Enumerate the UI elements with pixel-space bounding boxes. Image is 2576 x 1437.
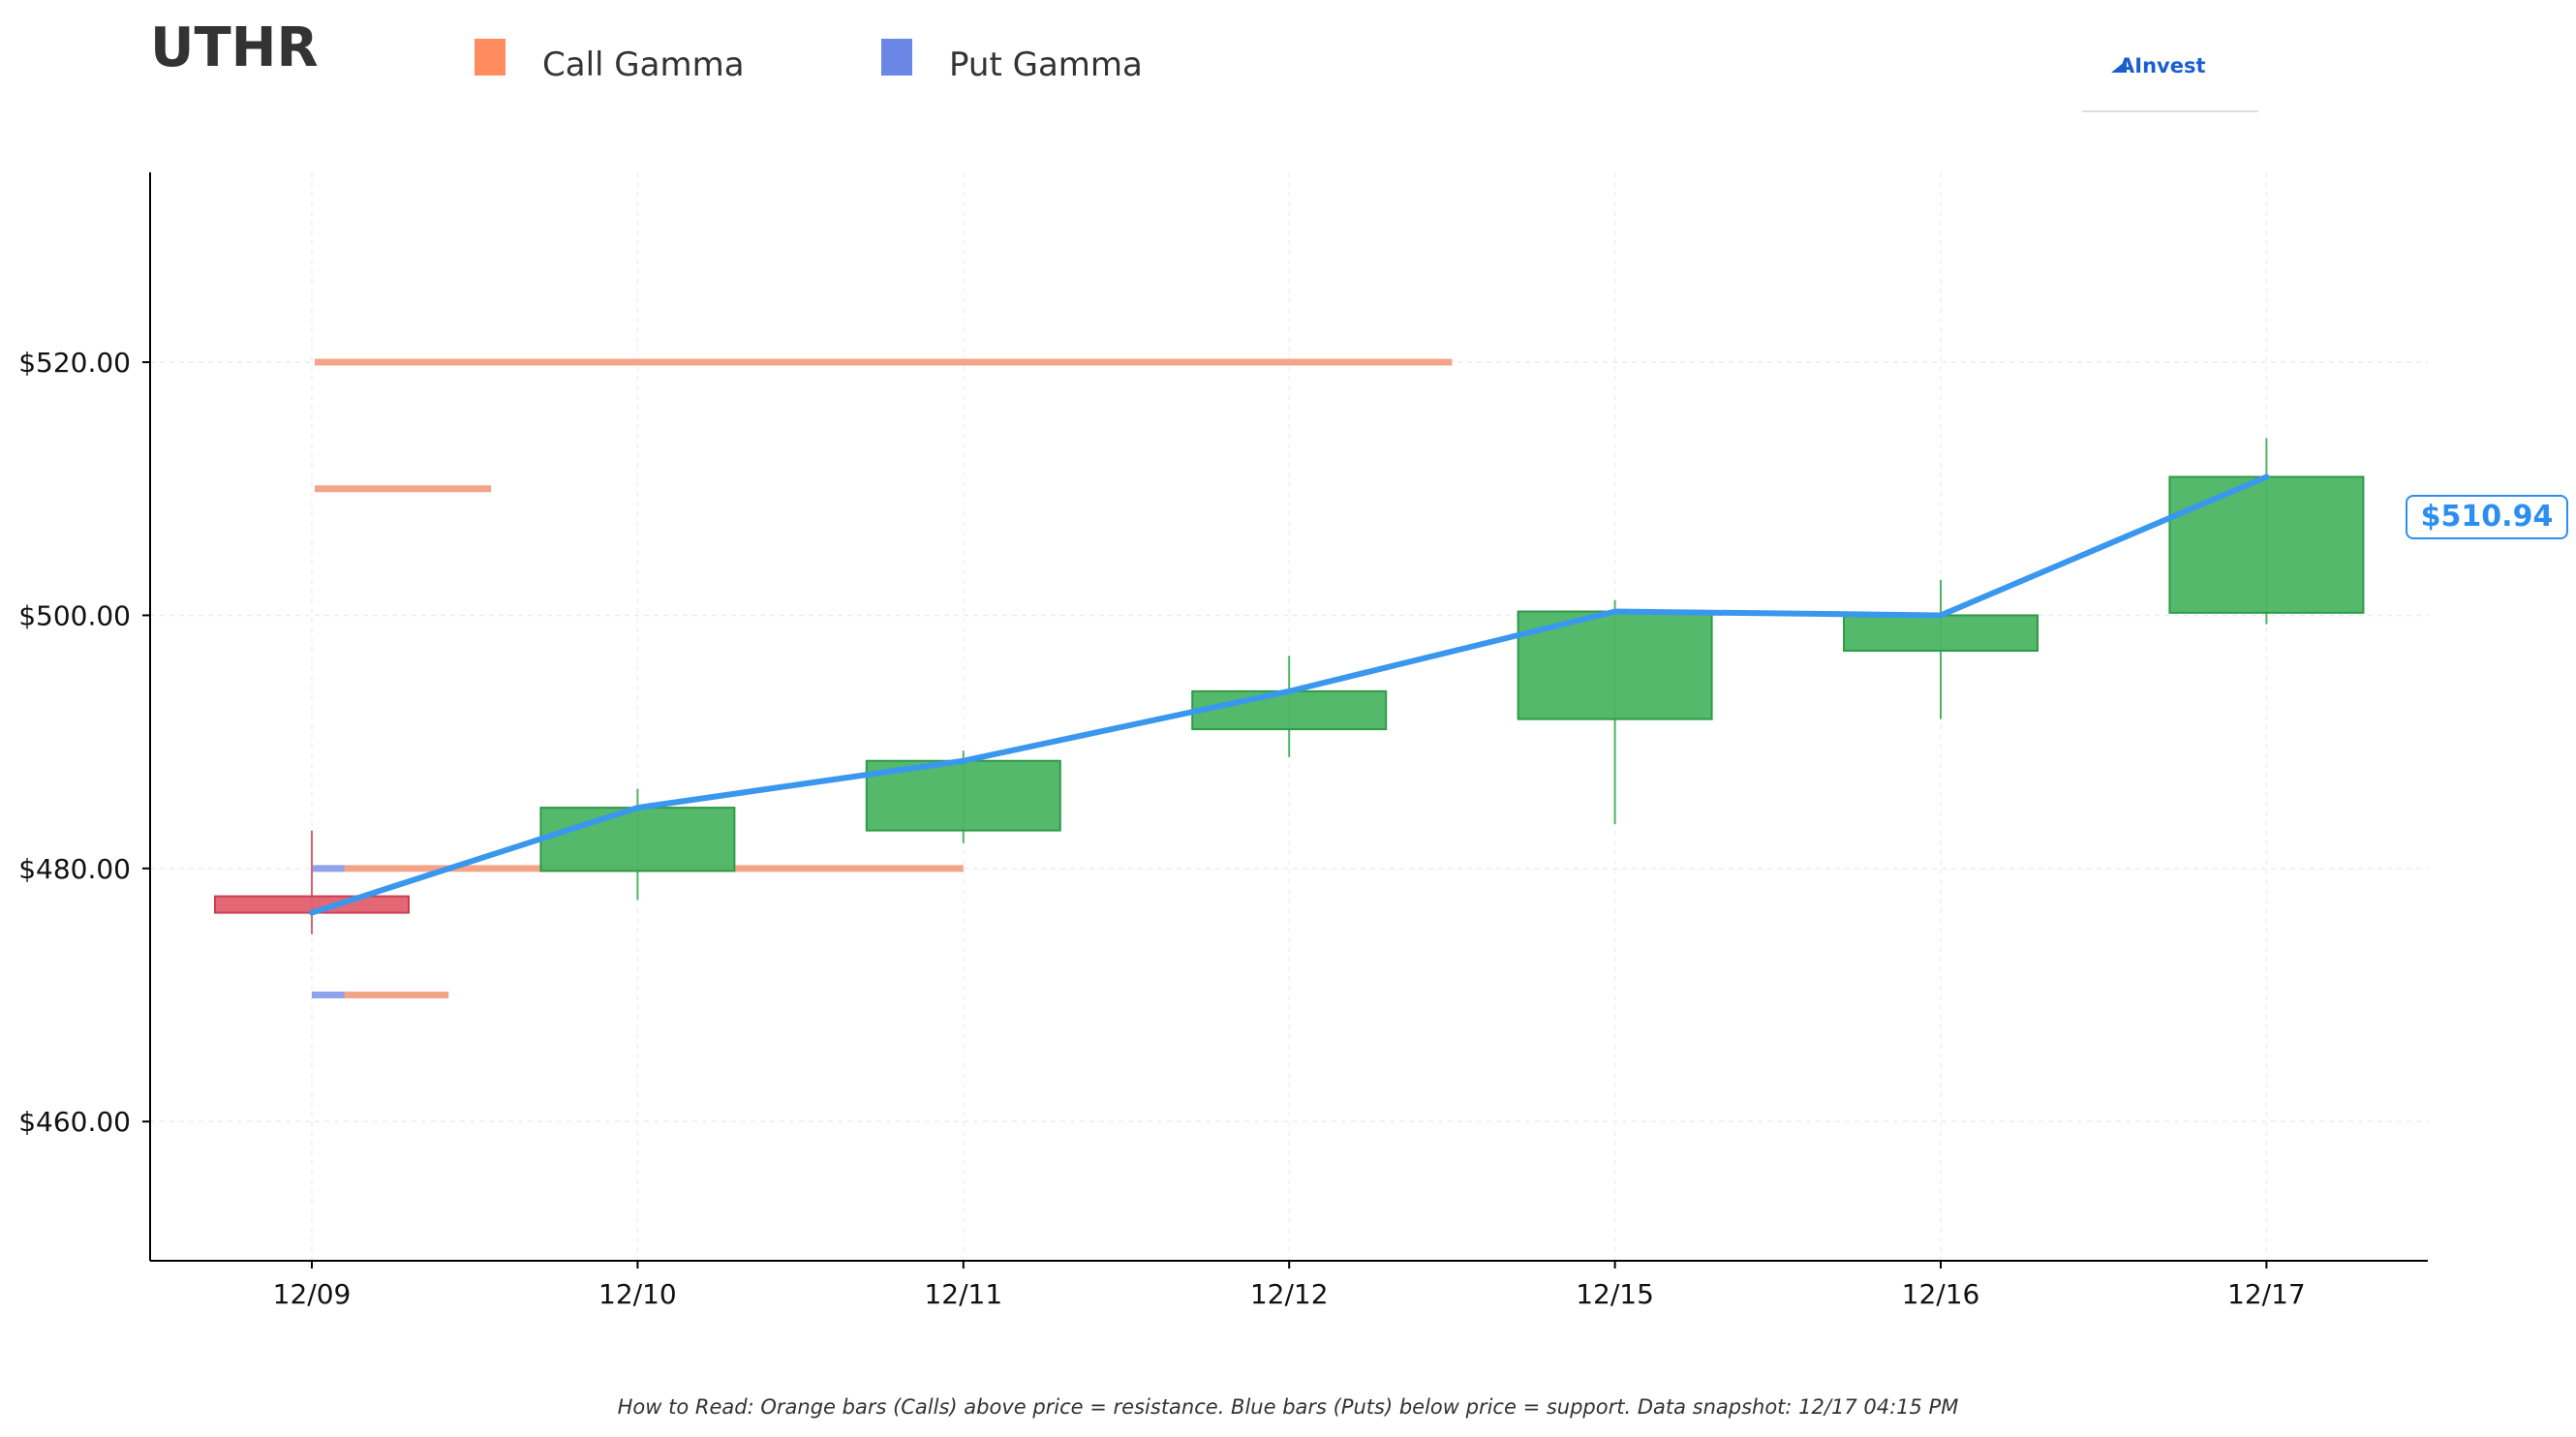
x-tick-label: 12/11 — [924, 1278, 1002, 1310]
x-tick-label: 12/10 — [598, 1278, 677, 1310]
call-gamma-legend-label: Call Gamma — [542, 46, 745, 84]
candle-body — [2168, 475, 2365, 614]
put-gamma-legend-swatch — [881, 39, 912, 76]
y-axis-ticks: $460.00 $480.00 $500.00 $520.00 — [18, 347, 150, 1138]
candle-body — [1843, 614, 2039, 653]
x-axis-ticks: 12/09 12/10 12/11 12/12 12/15 12/16 12/17 — [273, 1261, 2306, 1310]
price-line-layer — [309, 474, 2270, 916]
candle-body — [1191, 689, 1388, 731]
y-tick-label: $520.00 — [18, 347, 131, 379]
gamma-bars — [312, 358, 1453, 999]
price-line — [309, 474, 2270, 916]
candle-body — [539, 807, 736, 872]
y-tick-label: $500.00 — [18, 599, 131, 631]
y-tick-label: $480.00 — [18, 853, 131, 885]
put-gamma-legend-label: Put Gamma — [949, 46, 1143, 84]
brand-name: AInvest — [2119, 54, 2206, 77]
ainvest-logo-icon — [2111, 60, 2127, 73]
legend: Call Gamma Put Gamma — [475, 39, 1143, 84]
x-tick-label: 12/12 — [1250, 1278, 1329, 1310]
candles — [214, 438, 2365, 934]
current-price-box — [2406, 495, 2568, 539]
call-gamma-legend-swatch — [475, 39, 506, 76]
current-price-label: $510.94 — [2421, 500, 2554, 534]
x-tick-label: 12/16 — [1902, 1278, 1980, 1310]
y-tick-label: $460.00 — [18, 1106, 131, 1138]
ticker-title: UTHR — [150, 16, 319, 79]
current-price-badge: $510.94 — [2406, 495, 2568, 539]
footer-note: How to Read: Orange bars (Calls) above p… — [618, 1395, 1959, 1419]
x-tick-label: 12/17 — [2227, 1278, 2306, 1310]
x-tick-label: 12/15 — [1576, 1278, 1654, 1310]
brand-logo: AInvest — [2082, 54, 2258, 112]
x-tick-label: 12/09 — [273, 1278, 352, 1310]
